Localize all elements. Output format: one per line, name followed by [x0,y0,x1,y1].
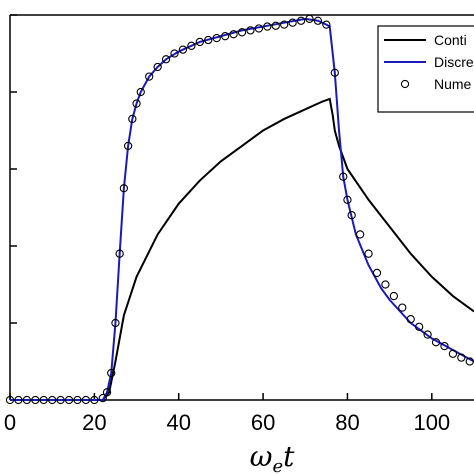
series-line-1 [10,17,474,401]
x-tick-label-0: 0 [4,410,16,435]
data-point [123,141,133,151]
x-axis-label-t: t [283,440,295,473]
data-point [102,388,112,397]
data-point [195,37,204,47]
data-point [128,114,137,124]
series-0 [10,97,474,401]
data-point [39,395,48,405]
series-1 [10,17,474,401]
legend-label-2: Nume [434,76,472,92]
data-point [372,268,382,278]
x-tick-label-5: 100 [413,410,450,435]
data-point [254,24,264,33]
data-point [220,32,230,41]
data-point [132,99,141,108]
plot-area: 0 20 40 60 80 100 [4,14,474,435]
data-point [364,249,373,258]
data-point [161,55,171,64]
data-point [406,314,415,324]
legend-label-1: Discre [434,54,474,70]
data-point [389,291,399,301]
data-point [431,338,441,347]
data-point [31,395,40,405]
data-point [313,16,323,25]
data-point [330,68,339,77]
series-2 [5,14,474,405]
data-point [107,368,116,378]
data-point [153,62,162,72]
data-point [305,14,314,23]
data-point [119,184,129,193]
data-point [14,395,23,405]
x-tick-label-2: 40 [166,410,190,435]
data-point [457,353,466,362]
x-axis-label-subscript: e [272,456,283,474]
data-point [343,195,352,204]
series-line-0 [10,97,474,401]
legend: Conti Discre Nume [377,25,474,113]
series-layer [5,14,474,405]
data-point [415,322,424,331]
data-point [5,395,15,405]
data-point [440,341,449,351]
data-point [187,41,196,50]
data-point [229,30,238,39]
data-point [22,395,32,405]
data-point [136,87,145,97]
y-ticks [10,14,17,401]
data-point [81,395,91,405]
data-point [237,28,247,37]
data-point [381,280,390,289]
x-tick-label-3: 60 [251,410,275,435]
data-point [204,35,213,45]
x-axis-label-omega: ω [250,440,273,473]
data-point [271,21,280,30]
data-point [263,22,272,31]
data-point [398,303,407,312]
data-point [448,349,458,358]
data-point [339,172,348,181]
data-point [115,249,124,258]
x-tick-label-4: 80 [335,410,359,435]
data-point [111,318,120,328]
x-ticks: 0 20 40 60 80 100 [4,393,450,435]
data-point [48,395,57,405]
data-point [170,49,179,58]
data-point [288,18,297,27]
data-point [423,330,432,339]
data-point [322,20,331,29]
data-point [98,393,107,403]
data-point [145,72,154,81]
data-point [178,45,188,54]
legend-swatch-2 [400,79,410,89]
data-point [465,357,474,366]
data-point [246,26,255,35]
x-axis-label: ωet [250,440,296,474]
data-point [212,33,221,43]
data-point [347,211,356,220]
data-point [296,16,306,25]
data-point [73,395,82,405]
x-tick-label-1: 20 [82,410,106,435]
data-point [56,395,65,405]
legend-label-0: Conti [434,32,467,48]
data-point [280,20,289,29]
data-point [64,395,74,405]
data-point [90,395,99,405]
data-point [355,230,365,239]
